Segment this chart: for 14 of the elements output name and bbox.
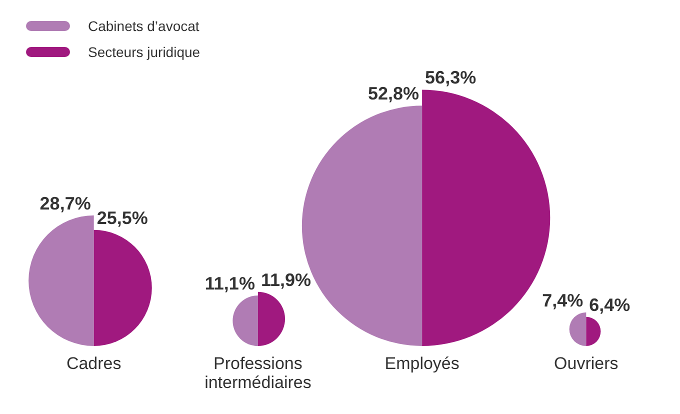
data-label: 28,7%: [40, 193, 91, 214]
category-label: Employés: [384, 354, 460, 374]
category-label: Professions intermédiaires: [204, 354, 312, 392]
legend-label: Cabinets d’avocat: [88, 18, 200, 34]
data-label: 11,9%: [260, 270, 311, 290]
data-label: 52,8%: [368, 84, 420, 104]
category-label: Cadres: [66, 354, 122, 374]
data-label: 25,5%: [96, 208, 148, 228]
data-label: 7,4%: [542, 290, 584, 310]
data-label: 56,3%: [425, 68, 476, 88]
data-label: 6,4%: [589, 294, 630, 315]
category-label: Ouvriers: [554, 354, 618, 374]
legend-label: Secteurs juridique: [88, 44, 200, 60]
data-label: 11,1%: [204, 273, 255, 294]
